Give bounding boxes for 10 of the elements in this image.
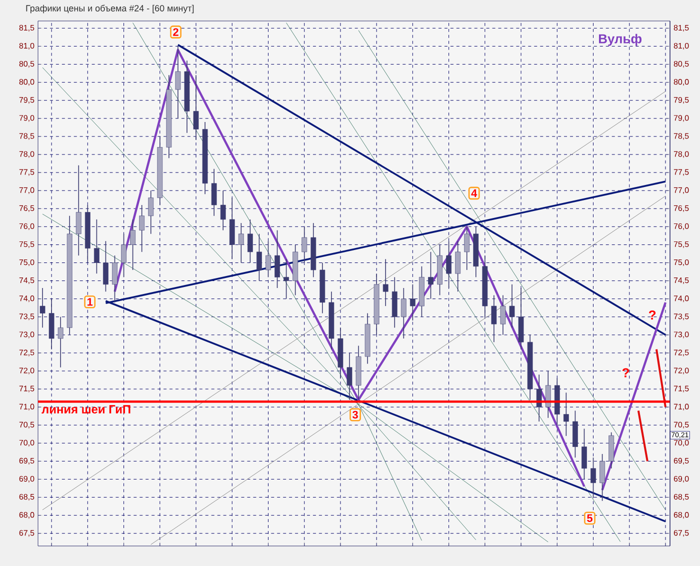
annotation: 5 [587,514,592,522]
annotation: 4 [471,189,478,197]
annotation: 2 [173,28,178,36]
annotation: ? [648,310,656,320]
annotation: ? [622,368,629,378]
annotation: 1 [87,298,93,306]
chart-title: Графики цены и объема #24 - [60 минут] [26,4,194,14]
annotation: 3 [352,410,358,419]
ref-line-label: линия шеи ГиП [42,405,130,414]
annotation: Вульф [598,34,642,46]
